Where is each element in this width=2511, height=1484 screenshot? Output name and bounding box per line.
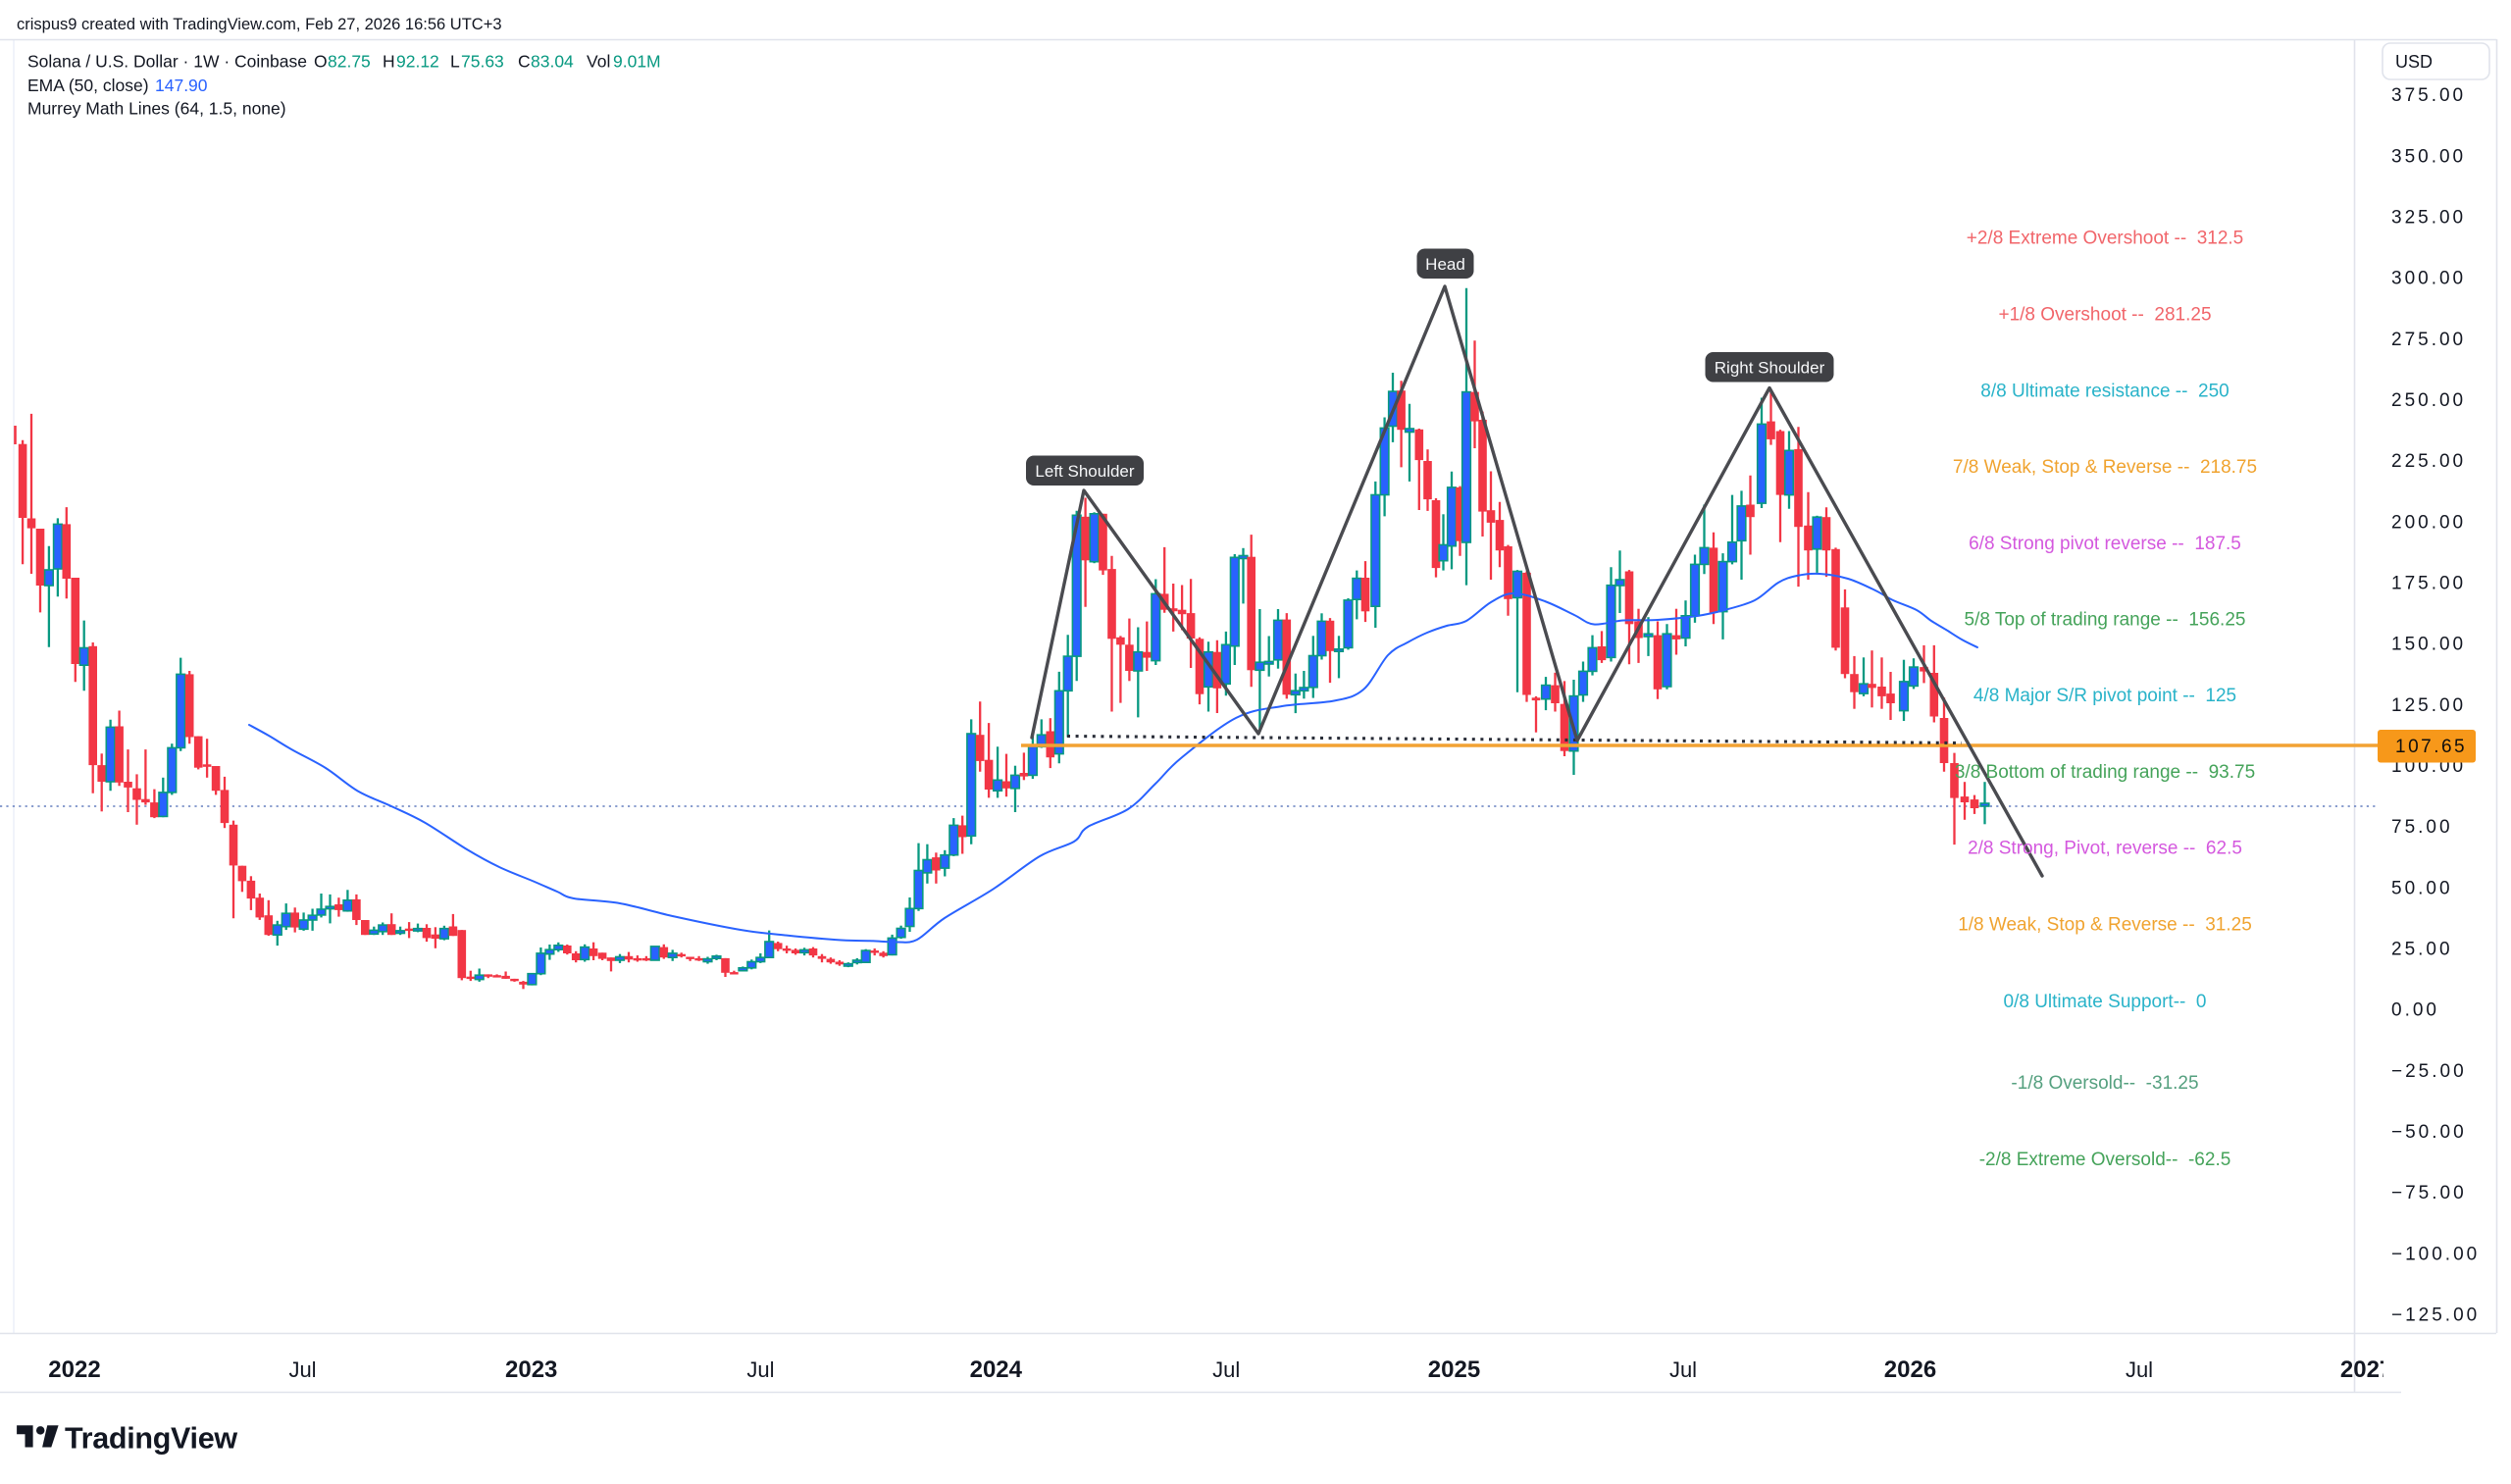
svg-text:3/8 Bottom of trading range --: 3/8 Bottom of trading range -- 93.75 <box>1955 762 2255 783</box>
svg-text:2/8 Strong, Pivot, reverse --: 2/8 Strong, Pivot, reverse -- 62.5 <box>1968 839 2242 859</box>
svg-text:crispus9 created with TradingV: crispus9 created with TradingView.com, F… <box>17 16 502 33</box>
svg-text:4/8 Major S/R pivot point --: 4/8 Major S/R pivot point -- 125 <box>1973 686 2236 706</box>
svg-text:350.00: 350.00 <box>2391 146 2466 167</box>
svg-text:−25.00: −25.00 <box>2391 1061 2467 1082</box>
svg-text:225.00: 225.00 <box>2391 451 2466 472</box>
svg-text:−75.00: −75.00 <box>2391 1183 2467 1203</box>
svg-text:2026: 2026 <box>1884 1356 1936 1383</box>
svg-text:Solana / U.S. Dollar · 1W · Co: Solana / U.S. Dollar · 1W · Coinbase O82.… <box>27 52 661 72</box>
svg-text:−125.00: −125.00 <box>2391 1305 2480 1326</box>
svg-text:107.65: 107.65 <box>2395 737 2467 757</box>
svg-text:175.00: 175.00 <box>2391 574 2466 594</box>
svg-text:125.00: 125.00 <box>2391 695 2466 716</box>
svg-text:2025: 2025 <box>1428 1356 1480 1383</box>
svg-text:Left Shoulder: Left Shoulder <box>1035 462 1134 481</box>
svg-text:200.00: 200.00 <box>2391 512 2466 533</box>
svg-text:250.00: 250.00 <box>2391 390 2466 411</box>
svg-text:5/8 Top of trading range -- 1: 5/8 Top of trading range -- 156.25 <box>1965 610 2246 631</box>
svg-text:Jul: Jul <box>288 1357 316 1382</box>
svg-text:+1/8 Overshoot -- 281.25: +1/8 Overshoot -- 281.25 <box>1998 305 2211 326</box>
svg-text:0.00: 0.00 <box>2391 1000 2439 1021</box>
svg-text:325.00: 325.00 <box>2391 208 2466 229</box>
svg-text:Right Shoulder: Right Shoulder <box>1715 359 1825 378</box>
svg-text:Jul: Jul <box>1669 1357 1697 1382</box>
svg-text:Jul: Jul <box>746 1357 774 1382</box>
svg-text:USD: USD <box>2395 52 2433 72</box>
svg-text:275.00: 275.00 <box>2391 330 2466 350</box>
svg-text:0/8 Ultimate Support-- 0: 0/8 Ultimate Support-- 0 <box>2004 992 2207 1012</box>
svg-text:-2/8 Extreme Oversold-- -62.5: -2/8 Extreme Oversold-- -62.5 <box>1979 1150 2231 1170</box>
svg-text:2027: 2027 <box>2340 1356 2392 1383</box>
svg-text:25.00: 25.00 <box>2391 940 2453 960</box>
svg-text:50.00: 50.00 <box>2391 878 2453 898</box>
svg-text:+2/8 Extreme Overshoot -- 312: +2/8 Extreme Overshoot -- 312.5 <box>1967 229 2244 249</box>
svg-text:2024: 2024 <box>970 1356 1023 1383</box>
svg-text:Jul: Jul <box>1212 1357 1240 1382</box>
svg-text:300.00: 300.00 <box>2391 269 2466 289</box>
svg-text:EMA (50, close) 147.90: EMA (50, close) 147.90 <box>27 76 208 95</box>
svg-text:-1/8 Oversold-- -31.25: -1/8 Oversold-- -31.25 <box>2011 1073 2198 1094</box>
svg-text:−50.00: −50.00 <box>2391 1122 2467 1143</box>
svg-text:2023: 2023 <box>505 1356 557 1383</box>
svg-text:Murrey Math Lines (64, 1.5, no: Murrey Math Lines (64, 1.5, none) <box>27 99 286 119</box>
svg-text:Jul: Jul <box>2126 1357 2153 1382</box>
svg-text:2022: 2022 <box>48 1356 100 1383</box>
svg-text:150.00: 150.00 <box>2391 635 2466 655</box>
svg-text:1/8 Weak, Stop & Reverse -- 3: 1/8 Weak, Stop & Reverse -- 31.25 <box>1958 915 2252 936</box>
svg-text:8/8 Ultimate resistance -- 25: 8/8 Ultimate resistance -- 250 <box>1980 381 2229 401</box>
svg-text:Head: Head <box>1425 255 1465 274</box>
svg-text:TradingView: TradingView <box>65 1422 237 1456</box>
svg-text:375.00: 375.00 <box>2391 85 2466 106</box>
svg-text:7/8 Weak, Stop & Reverse -- 2: 7/8 Weak, Stop & Reverse -- 218.75 <box>1953 457 2257 478</box>
svg-text:6/8 Strong pivot reverse -- 1: 6/8 Strong pivot reverse -- 187.5 <box>1969 534 2241 554</box>
svg-text:−100.00: −100.00 <box>2391 1244 2480 1264</box>
svg-text:75.00: 75.00 <box>2391 817 2453 838</box>
